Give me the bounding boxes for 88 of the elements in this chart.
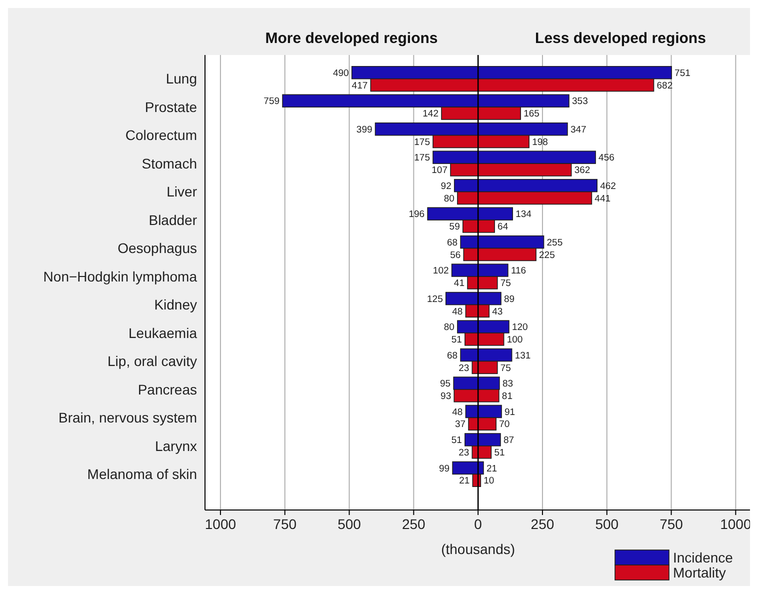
y-tick-label: Pancreas: [138, 381, 197, 398]
data-label: 93: [440, 390, 452, 402]
x-tick-label: 500: [338, 516, 362, 532]
data-label: 165: [524, 108, 540, 120]
data-label: 56: [450, 250, 461, 261]
data-label: 225: [539, 250, 555, 261]
legend-label: Mortality: [673, 564, 726, 580]
data-label: 91: [504, 406, 516, 418]
data-label: 10: [484, 476, 494, 487]
data-label: 41: [454, 278, 465, 290]
data-label: 462: [600, 180, 616, 192]
data-label: 142: [422, 108, 438, 120]
y-tick-label: Lung: [166, 70, 197, 87]
data-label: 362: [574, 165, 590, 176]
text: Less developed regions: [535, 30, 706, 47]
data-label: 759: [264, 96, 280, 108]
data-label: 102: [432, 266, 449, 277]
data-label: 196: [408, 209, 425, 220]
y-tick-label: Leukaemia: [128, 324, 198, 341]
data-label: 107: [432, 165, 448, 176]
data-label: 100: [506, 334, 523, 346]
data-label: 490: [332, 68, 349, 79]
data-label: 43: [492, 306, 503, 318]
data-label: 48: [452, 306, 463, 318]
data-label: 125: [427, 294, 443, 305]
y-tick-label: Larynx: [154, 438, 197, 454]
data-label: 80: [444, 322, 454, 334]
data-label: 131: [514, 350, 531, 362]
data-label: 68: [446, 237, 458, 248]
data-label: 51: [451, 334, 462, 346]
x-tick-label: 250: [530, 516, 554, 532]
data-label: 751: [674, 68, 690, 79]
data-label: 37: [454, 419, 466, 430]
data-label: 89: [504, 294, 515, 305]
data-label: 81: [502, 390, 513, 402]
data-label: 59: [449, 222, 460, 233]
data-label: 255: [546, 237, 563, 248]
data-label: 417: [352, 80, 368, 92]
y-tick-label: Stomach: [142, 155, 197, 172]
y-tick-label: Melanoma of skin: [87, 466, 197, 482]
data-label: 83: [502, 378, 514, 390]
data-label: 21: [486, 463, 498, 474]
x-axis-title: (thousands): [441, 541, 516, 557]
x-tick-label: 750: [660, 516, 684, 532]
y-tick-label: Brain, nervous system: [58, 410, 197, 426]
y-tick-label: Prostate: [144, 98, 198, 115]
x-tick-label: 1000: [204, 516, 236, 532]
data-label: 51: [451, 435, 462, 446]
y-tick-label: Kidney: [154, 296, 197, 313]
data-label: 68: [446, 350, 458, 362]
data-label: 116: [510, 266, 526, 277]
data-label: 175: [414, 136, 430, 148]
y-tick-label: Non−Hodgkin lymphoma: [43, 268, 198, 284]
data-label: 456: [598, 152, 614, 164]
data-label: 682: [656, 80, 673, 92]
data-label: 70: [499, 419, 510, 430]
y-tick-label: Bladder: [148, 212, 198, 228]
data-label: 347: [570, 124, 586, 136]
data-label: 48: [452, 406, 463, 418]
y-tick-label: Oesophagus: [118, 240, 197, 256]
data-label: 399: [356, 124, 372, 136]
data-label: 75: [500, 362, 511, 374]
y-tick-label: Liver: [166, 184, 198, 200]
data-label: 64: [498, 222, 508, 233]
x-tick-label: 250: [402, 516, 426, 532]
data-label: 120: [512, 322, 528, 334]
x-tick-label: 0: [474, 516, 482, 532]
data-label: 95: [440, 378, 451, 390]
y-tick-label: Colorectum: [125, 127, 197, 144]
data-label: 134: [516, 209, 532, 220]
data-label: 441: [594, 193, 611, 204]
data-label: 75: [500, 278, 511, 290]
data-label: 99: [438, 463, 450, 474]
x-tick-label: 500: [595, 516, 619, 532]
legend-label: Incidence: [673, 549, 734, 566]
data-label: 87: [503, 435, 514, 446]
data-label: 80: [444, 193, 454, 204]
data-label: 51: [494, 447, 505, 458]
data-label: 198: [532, 136, 548, 148]
data-label: 21: [459, 476, 470, 487]
text: More developed regions: [265, 30, 438, 47]
data-label: 353: [572, 96, 588, 108]
data-label: 92: [440, 180, 452, 192]
data-label: 23: [458, 447, 470, 458]
x-tick-label: 750: [273, 516, 297, 532]
y-tick-label: Lip, oral cavity: [108, 353, 197, 370]
data-label: 23: [458, 362, 470, 374]
data-label: 175: [414, 152, 430, 164]
